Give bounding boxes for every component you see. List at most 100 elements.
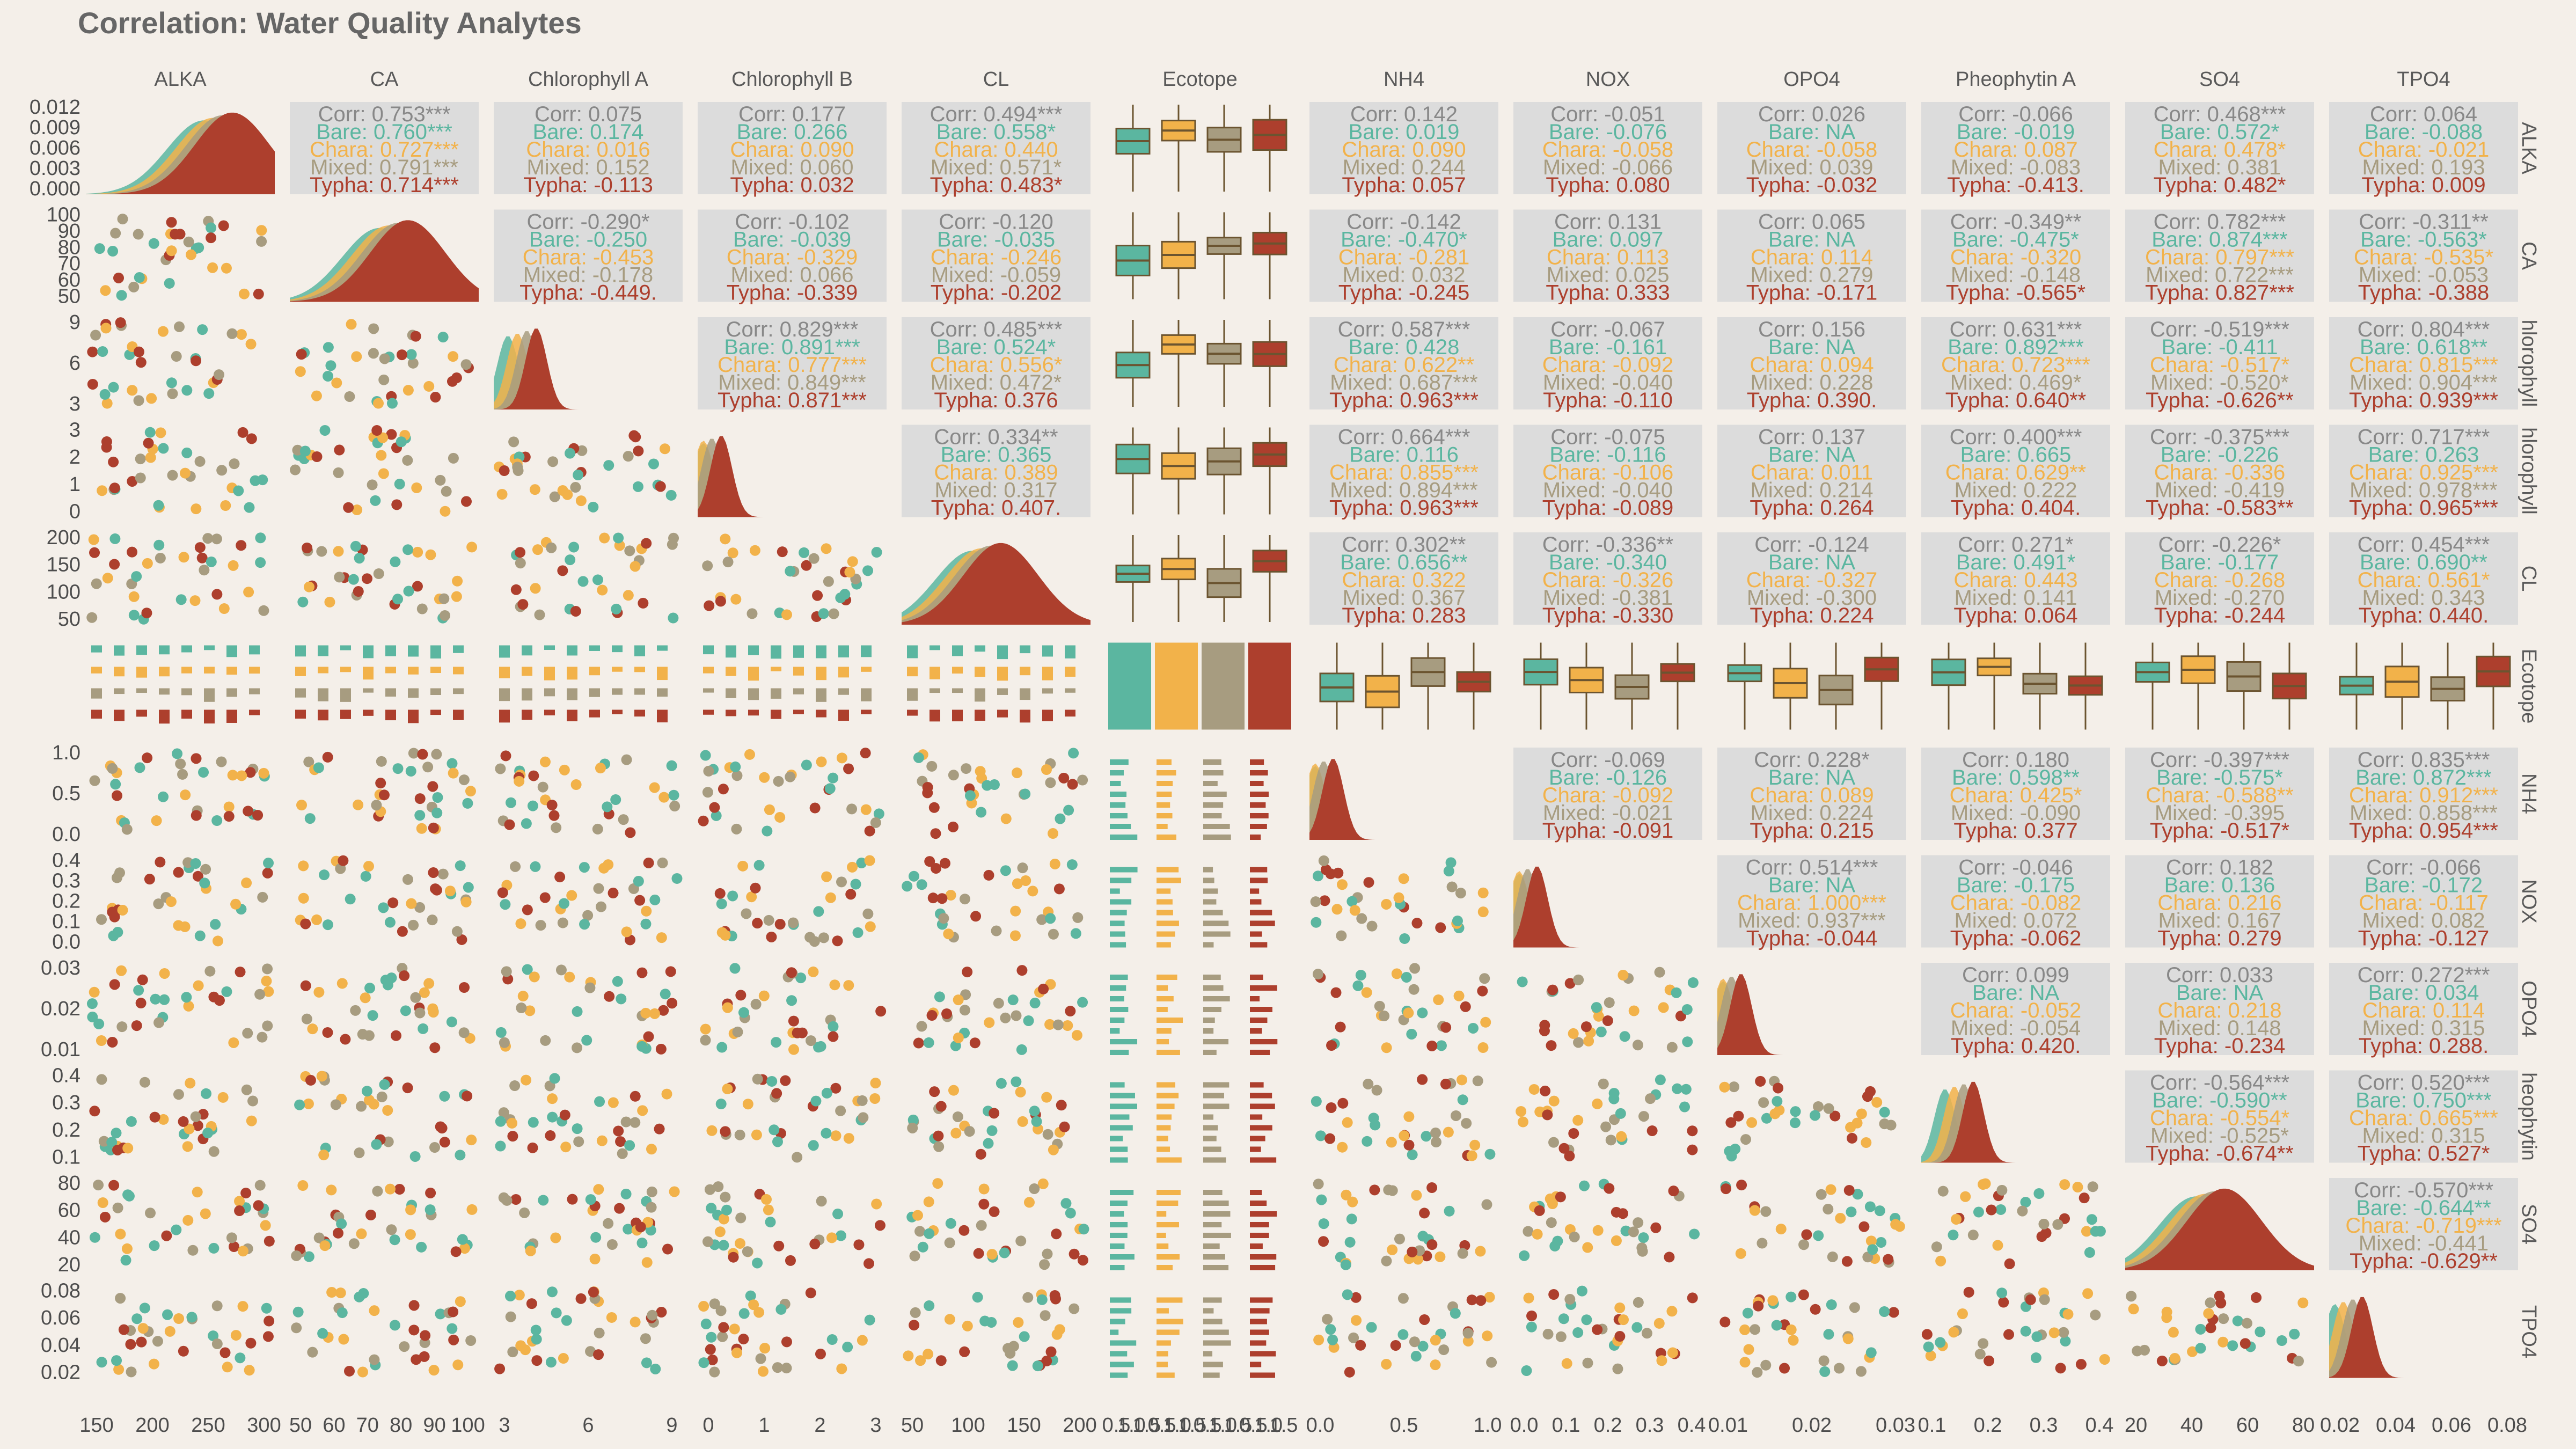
scatter-point: [1664, 1252, 1675, 1263]
scatter-point: [1318, 855, 1329, 866]
scatter-point: [375, 778, 386, 789]
x-tick-label: 0.5: [1390, 1414, 1418, 1437]
correlation-text: Typha: -0.171: [1746, 281, 1878, 305]
correlation-text: Mixed: 0.978***: [2350, 479, 2498, 502]
scatter-point: [715, 1099, 727, 1110]
histogram-bar: [1110, 1039, 1138, 1044]
scatter-point: [199, 877, 210, 889]
correlation-panel: [698, 317, 887, 409]
scatter-point: [1526, 1321, 1537, 1333]
scatter-point: [409, 1151, 421, 1162]
scatter-point: [311, 914, 323, 925]
correlation-text: Corr: -0.519***: [2150, 318, 2289, 341]
scatter-point: [1032, 1360, 1043, 1372]
correlation-panel: [1309, 209, 1498, 302]
scatter-point: [189, 595, 201, 606]
correlation-text: Bare: 0.019: [1349, 120, 1460, 144]
scatter-point: [313, 1232, 325, 1243]
scatter-point: [1534, 1205, 1545, 1216]
scatter-point: [1453, 990, 1465, 1001]
scatter-point: [1980, 1178, 1991, 1189]
histogram-bar: [1250, 1103, 1275, 1109]
scatter-point: [208, 1330, 219, 1342]
scatter-point: [295, 366, 306, 377]
correlation-text: Bare: 0.665: [1960, 443, 2072, 467]
histogram-bar: [1110, 1211, 1124, 1217]
scatter-point: [106, 1137, 118, 1148]
scatter-point: [763, 914, 774, 926]
scatter-point: [738, 1334, 749, 1345]
correlation-panel: [2125, 102, 2314, 194]
scatter-point: [562, 489, 573, 500]
scatter-point: [636, 967, 648, 978]
scatter-point: [818, 932, 829, 943]
scatter-point: [228, 1241, 239, 1253]
correlation-text: Corr: 0.400***: [1950, 426, 2082, 449]
scatter-point: [1036, 914, 1048, 925]
scatter-point: [1431, 1137, 1442, 1148]
scatter-point: [100, 323, 112, 334]
histogram-bar: [997, 688, 1008, 695]
correlation-text: Bare: 0.491*: [1956, 551, 2075, 574]
scatter-point: [210, 919, 221, 930]
scatter-point: [526, 1298, 537, 1309]
scatter-point: [633, 876, 644, 887]
scatter-point: [403, 586, 414, 597]
scatter-point: [151, 815, 162, 826]
scatter-point: [715, 596, 726, 607]
scatter-point: [322, 1027, 333, 1038]
scatter-point: [788, 1044, 800, 1055]
correlation-text: Corr: 0.717***: [2358, 426, 2490, 449]
column-strip-label: NOX: [1586, 68, 1630, 91]
scatter-point: [640, 1333, 651, 1344]
scatter-point: [127, 385, 138, 396]
scatter-point: [143, 437, 154, 449]
scatter-point: [1546, 1040, 1557, 1051]
correlation-text: Mixed: 0.072: [1954, 909, 2077, 933]
scatter-point: [730, 594, 742, 605]
scatter-point: [579, 919, 590, 930]
correlation-text: Chara: 0.727***: [310, 138, 459, 162]
scatter-point: [623, 590, 634, 601]
scatter-point: [1558, 1313, 1569, 1324]
x-tick-label: 0.4: [2085, 1414, 2114, 1437]
scatter-point: [1466, 1150, 1477, 1161]
scatter-point: [2072, 1182, 2083, 1193]
x-tick-label: 20: [2125, 1414, 2147, 1437]
correlation-panel: [1717, 317, 1906, 409]
scatter-point: [1879, 1306, 1890, 1318]
scatter-point: [323, 370, 334, 382]
scatter-point: [412, 581, 423, 592]
histogram-bar: [1157, 1265, 1173, 1270]
scatter-point: [441, 486, 452, 497]
scatter-point: [391, 1030, 402, 1041]
scatter-point: [1007, 1360, 1018, 1371]
scatter-point: [1658, 1002, 1669, 1013]
histogram-bar: [1203, 1028, 1214, 1034]
scatter-point: [1366, 920, 1378, 932]
histogram-bar: [612, 645, 623, 653]
scatter-point: [649, 1008, 660, 1019]
scatter-point: [194, 542, 206, 553]
scatter-point: [1935, 1255, 1946, 1267]
histogram-bar: [1250, 931, 1262, 937]
scatter-point: [1948, 1327, 1959, 1338]
scatter-point: [1675, 1011, 1686, 1022]
scatter-point: [1409, 1336, 1420, 1348]
correlation-text: Corr: 0.033: [2166, 963, 2273, 987]
correlation-text: Corr: -0.069: [1550, 748, 1665, 772]
correlation-text: Bare: 0.618**: [2360, 335, 2487, 359]
scatter-point: [115, 1228, 126, 1240]
histogram-bar: [1250, 996, 1260, 1001]
scatter-point: [1078, 1224, 1089, 1235]
scatter-point: [207, 262, 218, 273]
scatter-point: [96, 914, 107, 925]
histogram-bar: [204, 688, 215, 702]
scatter-point: [964, 790, 976, 801]
scatter-point: [423, 380, 435, 392]
histogram-bar: [930, 645, 940, 650]
x-tick-label: 70: [356, 1414, 379, 1437]
scatter-point: [514, 775, 525, 787]
scatter-point: [1687, 977, 1699, 988]
scatter-point: [257, 474, 268, 486]
